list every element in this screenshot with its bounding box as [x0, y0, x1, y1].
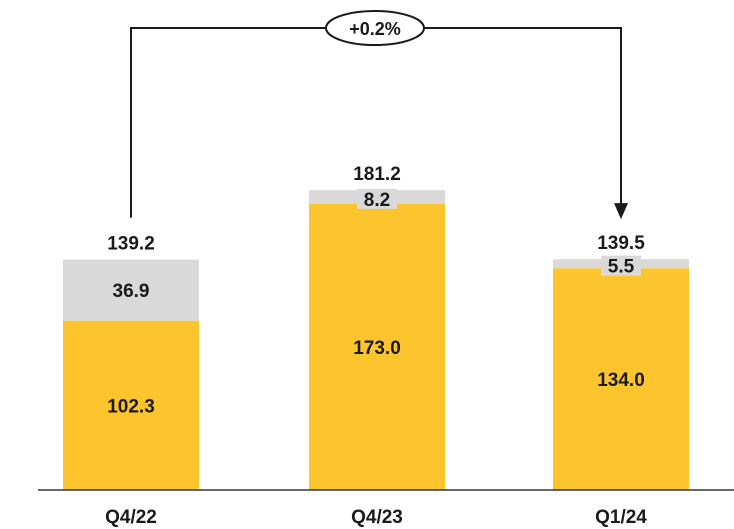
x-axis-tick-labels: Q4/22 Q4/23 Q1/24	[105, 507, 647, 528]
segment-value-label: 173.0	[353, 338, 401, 359]
segment-value-label: 102.3	[107, 396, 155, 417]
labels-layer: 102.3 36.9 139.2 173.0 8.2 181.2 134.0 5.5 139.5	[107, 164, 645, 417]
segment-value-label: 5.5	[608, 257, 635, 278]
x-tick-label: Q4/23	[351, 507, 403, 528]
bar-segment-base-2	[553, 268, 689, 490]
growth-callout-text: +0.2%	[349, 19, 401, 39]
growth-annotation: +0.2%	[130, 10, 628, 220]
bar-total-label: 181.2	[353, 164, 401, 185]
segment-label-backdrop	[357, 188, 397, 209]
segment-label-backdrop	[601, 255, 641, 276]
bar-total-label: 139.2	[107, 234, 155, 255]
x-tick-label: Q4/22	[105, 507, 157, 528]
segment-value-label: 36.9	[113, 281, 150, 302]
bar-total-label: 139.5	[597, 233, 645, 254]
segment-value-label: 8.2	[364, 190, 390, 211]
bar-segment-base-0	[63, 320, 199, 490]
bar-segment-top-0	[63, 259, 199, 321]
bar-segment-base-1	[309, 203, 445, 490]
growth-callout-oval	[325, 10, 425, 46]
growth-arrowhead	[614, 203, 628, 220]
segment-value-label: 134.0	[597, 370, 645, 391]
x-tick-label: Q1/24	[595, 507, 647, 528]
